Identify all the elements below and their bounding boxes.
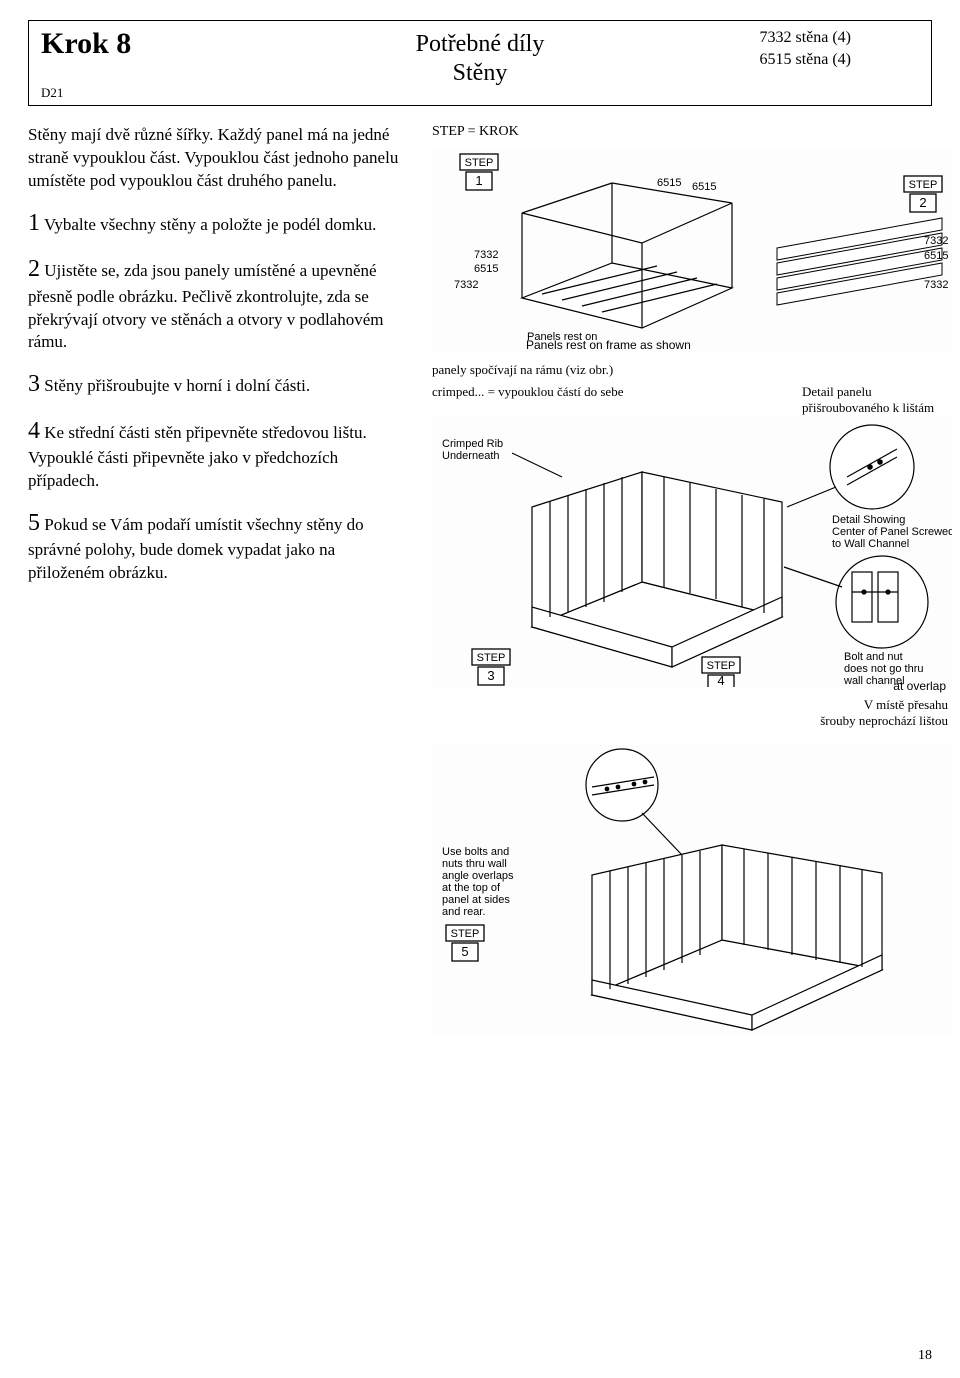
svg-text:nuts thru wall: nuts thru wall [442, 858, 507, 870]
svg-text:STEP: STEP [465, 157, 494, 169]
header-box: Krok 8 D21 Potřebné díly Stěny 7332 stěn… [28, 20, 932, 106]
instructions-column: Stěny mají dvě různé šířky. Každý panel … [28, 124, 408, 1045]
crimped-caption-row: crimped... = vypouklou částí do sebe Det… [432, 384, 952, 417]
step-text: Pokud se Vám podaří umístit všechny stěn… [28, 515, 364, 582]
svg-text:4: 4 [717, 673, 724, 687]
step-number: 5 [28, 510, 40, 536]
svg-text:STEP: STEP [707, 660, 736, 672]
figures-column: STEP = KROK STEP 1 [432, 124, 952, 1045]
part-item: 6515 stěna (4) [759, 49, 851, 71]
label-7332: 7332 [454, 279, 478, 291]
figure-step-3-4: Crimped Rib Underneath [432, 417, 952, 687]
step-paragraph: 3 Stěny přišroubujte v horní i dolní čás… [28, 368, 408, 400]
step-number: 1 [28, 210, 40, 236]
step-paragraph: 2 Ujistěte se, zda jsou panely umístěné … [28, 253, 408, 354]
step-text: Vybalte všechny stěny a položte je podél… [44, 215, 376, 234]
header-mid: Potřebné díly Stěny [416, 31, 545, 87]
svg-text:1: 1 [475, 173, 482, 188]
diagram-step-5: Use bolts and nuts thru wall angle overl… [432, 745, 952, 1035]
overlap-en-last: at overlap [893, 679, 946, 693]
svg-text:STEP: STEP [477, 652, 506, 664]
label-6515: 6515 [657, 177, 681, 189]
step-number: 4 [28, 418, 40, 444]
page-code: D21 [41, 85, 63, 101]
step-text: Stěny přišroubujte v horní i dolní části… [44, 376, 310, 395]
part-item: 7332 stěna (4) [759, 27, 851, 49]
svg-text:7332: 7332 [924, 235, 948, 247]
label-7332: 7332 [474, 249, 498, 261]
step-paragraph: 5 Pokud se Vám podaří umístit všechny st… [28, 507, 408, 585]
svg-text:Use bolts and: Use bolts and [442, 846, 509, 858]
step-title: Krok 8 [41, 27, 131, 61]
step-eq-label: STEP = KROK [432, 124, 952, 140]
intro-paragraph: Stěny mají dvě různé šířky. Každý panel … [28, 124, 408, 193]
svg-text:Detail Showing: Detail Showing [832, 514, 905, 526]
presah-caption: V místě přesahu šrouby neprochází lištou [432, 697, 952, 730]
svg-text:2: 2 [919, 195, 926, 210]
step-number: 2 [28, 256, 40, 282]
svg-text:does not go thru: does not go thru [844, 663, 924, 675]
header-mid-line2: Stěny [416, 60, 545, 87]
content: Stěny mají dvě různé šířky. Každý panel … [28, 124, 932, 1045]
diagram-step-1-2: STEP 1 [432, 148, 952, 348]
parts-list: 7332 stěna (4) 6515 stěna (4) [759, 27, 851, 70]
svg-text:to Wall Channel: to Wall Channel [832, 538, 909, 550]
step-paragraph: 4 Ke střední části stěn připevněte střed… [28, 415, 408, 493]
crimped-caption: crimped... = vypouklou částí do sebe [432, 384, 623, 400]
figure-step-5: Use bolts and nuts thru wall angle overl… [432, 745, 952, 1035]
label-6515: 6515 [474, 263, 498, 275]
header-mid-line1: Potřebné díly [416, 31, 545, 58]
figure-step-1-2: STEP 1 [432, 148, 952, 352]
step-number: 3 [28, 371, 40, 397]
step-text: Ke střední části stěn připevněte středov… [28, 423, 367, 490]
svg-text:STEP: STEP [451, 928, 480, 940]
svg-text:Bolt and nut: Bolt and nut [844, 651, 903, 663]
page-number: 18 [918, 1348, 932, 1364]
step-text: Ujistěte se, zda jsou panely umístěné a … [28, 261, 383, 351]
svg-text:Center of Panel Screwed: Center of Panel Screwed [832, 526, 952, 538]
panels-rest-caption: panely spočívají na rámu (viz obr.) [432, 362, 952, 378]
svg-text:STEP: STEP [909, 179, 938, 191]
svg-text:at the top of: at the top of [442, 882, 501, 894]
diagram-step-3-4: Crimped Rib Underneath [432, 417, 952, 687]
svg-text:6515: 6515 [924, 250, 948, 262]
svg-text:7332: 7332 [924, 279, 948, 291]
label-6515: 6515 [692, 181, 716, 193]
svg-text:panel at sides: panel at sides [442, 894, 510, 906]
svg-text:and rear.: and rear. [442, 906, 485, 918]
panels-rest-english: Panels rest on frame as shown [526, 338, 952, 352]
step-paragraph: 1 Vybalte všechny stěny a položte je pod… [28, 207, 408, 239]
svg-text:Underneath: Underneath [442, 450, 500, 462]
detail-caption-cz: Detail panelu přišroubovaného k lištám [802, 384, 952, 417]
svg-text:3: 3 [487, 668, 494, 683]
svg-text:5: 5 [461, 944, 468, 959]
svg-text:Crimped Rib: Crimped Rib [442, 438, 503, 450]
svg-text:angle overlaps: angle overlaps [442, 870, 514, 882]
